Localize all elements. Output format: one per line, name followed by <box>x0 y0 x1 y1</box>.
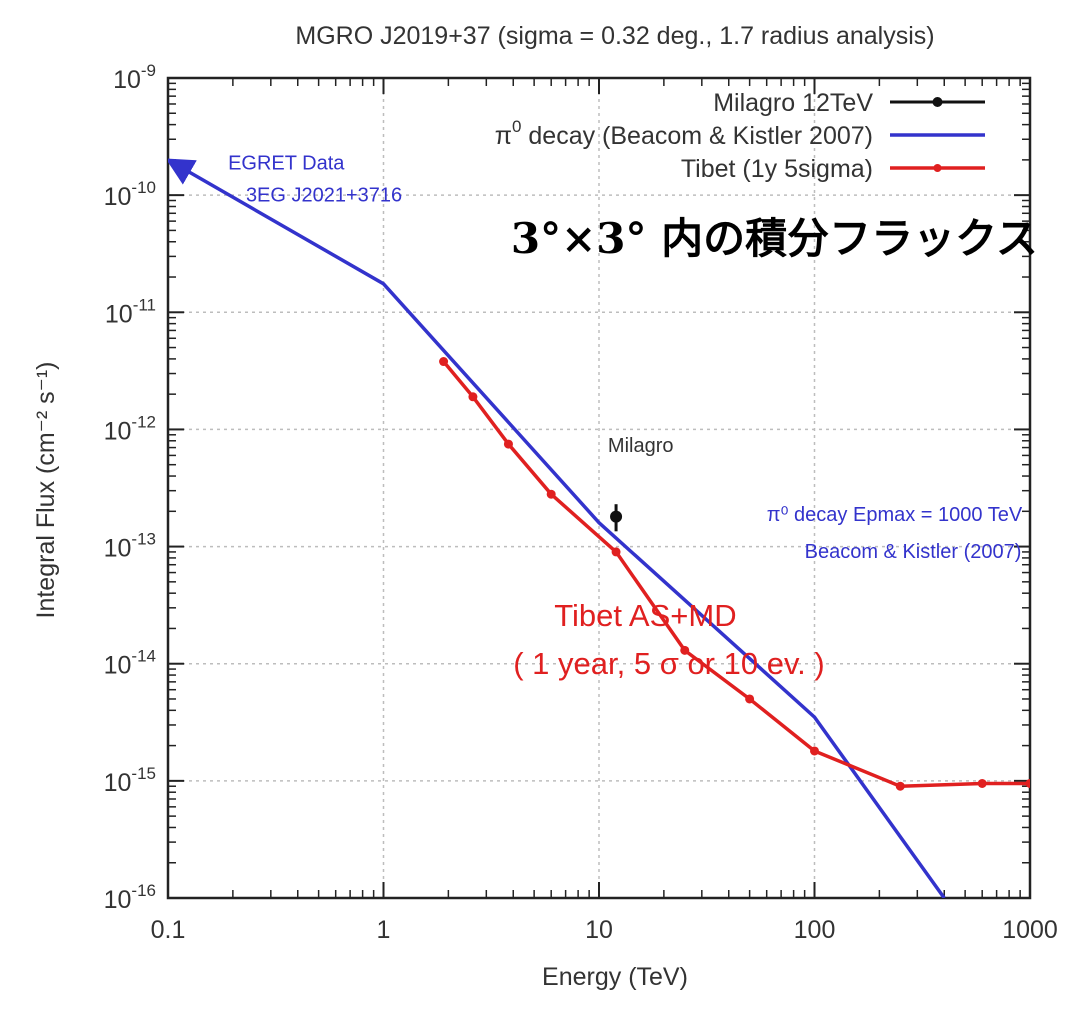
data-point <box>745 694 755 704</box>
annotation: 3EG J2021+3716 <box>246 185 402 207</box>
legend-label: Tibet (1y 5sigma) <box>681 155 873 183</box>
plot-frame <box>166 76 1032 900</box>
y-tick-label: 10-16 <box>104 881 156 914</box>
y-tick-label: 10-9 <box>113 61 156 94</box>
data-point <box>680 645 690 655</box>
grid-layer <box>166 76 1032 900</box>
annotation: π⁰ decay Epmax = 1000 TeV <box>767 504 1023 526</box>
legend-swatch-marker <box>933 164 942 172</box>
data-point <box>895 781 905 791</box>
data-point <box>810 746 819 756</box>
data-point <box>439 357 449 367</box>
y-tick-label: 10-11 <box>105 295 156 328</box>
data-point <box>611 547 621 557</box>
series-line <box>168 158 946 898</box>
chart-title: MGRO J2019+37 (sigma = 0.32 deg., 1.7 ra… <box>295 22 934 50</box>
data-point <box>503 439 513 449</box>
annotation: 3°×3° 内の積分フラックス <box>511 214 1038 263</box>
annotations-layer: EGRET Data 3EG J2021+3716 3°×3° 内の積分フラックス M… <box>228 153 1038 681</box>
x-tick-label: 0.1 <box>151 916 186 944</box>
annotation: Beacom & Kistler (2007) <box>805 541 1022 563</box>
data-point <box>610 510 623 523</box>
tick-labels-layer: 0.1 1 10 100 100010-910-1010-1110-1210-1310-… <box>104 61 1058 944</box>
legend-swatch-marker <box>932 97 943 107</box>
data-point <box>1025 778 1030 788</box>
x-tick-label: 1 <box>377 916 391 944</box>
series-layer <box>168 158 1030 898</box>
annotation: EGRET Data <box>228 153 345 175</box>
y-axis-label: Integral Flux (cm⁻² s⁻¹) <box>32 362 60 619</box>
data-point <box>977 778 987 788</box>
x-tick-label: 10 <box>585 916 613 944</box>
x-axis-label: Energy (TeV) <box>542 963 688 991</box>
data-point <box>468 392 478 402</box>
legend-label: π0 decay (Beacom & Kistler 2007) <box>495 117 873 150</box>
annotation: Tibet AS+MD <box>554 598 736 633</box>
annotation: Milagro <box>608 435 674 457</box>
x-tick-label: 100 <box>794 916 836 944</box>
x-tick-label: 1000 <box>1002 916 1058 944</box>
data-point <box>546 489 556 499</box>
legend-label: Milagro 12TeV <box>713 89 873 117</box>
annotation: ( 1 year, 5 σ or 10 ev. ) <box>513 646 824 681</box>
